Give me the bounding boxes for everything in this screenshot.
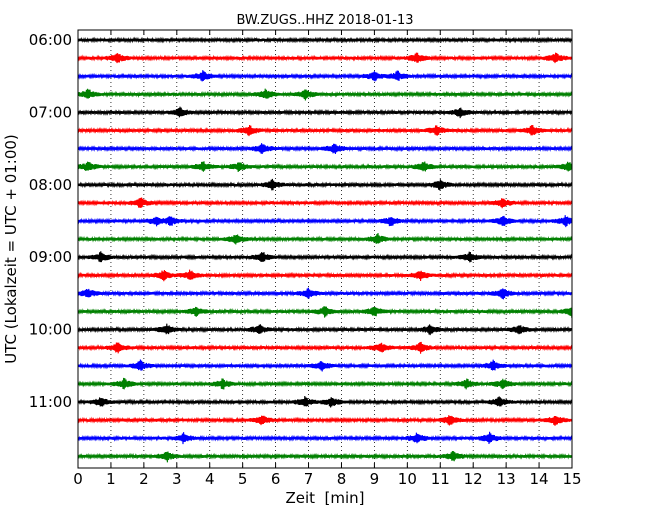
y-tick-label: 08:00 bbox=[29, 176, 72, 194]
seismogram-trace-1045 bbox=[77, 377, 573, 390]
plot-frame bbox=[77, 29, 573, 469]
seismogram-trace-0730 bbox=[77, 143, 573, 155]
x-tick-label: 15 bbox=[562, 470, 581, 488]
seismogram-trace-1100 bbox=[77, 395, 573, 408]
seismogram-trace-0630 bbox=[77, 70, 573, 82]
y-axis: 06:00 07:00 08:00 09:00 10:00 11:00 bbox=[29, 31, 572, 411]
x-tick-label: 12 bbox=[464, 470, 483, 488]
seismogram-trace-0930 bbox=[77, 287, 573, 300]
seismogram-trace-0900 bbox=[77, 251, 573, 263]
y-tick-label: 07:00 bbox=[29, 103, 72, 121]
chart-title: BW.ZUGS..HHZ 2018-01-13 bbox=[236, 13, 413, 28]
seismogram-traces bbox=[77, 36, 573, 463]
x-tick-label: 13 bbox=[497, 470, 516, 488]
seismogram-trace-1130 bbox=[77, 431, 573, 445]
seismogram-trace-0615 bbox=[77, 52, 573, 64]
seismogram-trace-1115 bbox=[77, 415, 573, 426]
seismogram-trace-1145 bbox=[77, 450, 573, 463]
x-tick-label: 9 bbox=[370, 470, 380, 488]
x-tick-label: 11 bbox=[431, 470, 450, 488]
x-tick-label: 10 bbox=[398, 470, 417, 488]
y-tick-label: 06:00 bbox=[29, 31, 72, 49]
seismogram-trace-1015 bbox=[77, 341, 573, 354]
seismogram-trace-1030 bbox=[77, 359, 573, 372]
x-tick-label: 2 bbox=[139, 470, 149, 488]
x-tick-label: 3 bbox=[172, 470, 182, 488]
seismogram-trace-0815 bbox=[77, 197, 573, 209]
seismogram-trace-0845 bbox=[77, 232, 573, 245]
seismogram-trace-0800 bbox=[77, 178, 573, 191]
x-tick-label: 4 bbox=[205, 470, 215, 488]
seismogram-trace-0600 bbox=[77, 36, 573, 44]
seismogram-trace-0700 bbox=[77, 106, 573, 119]
seismogram-trace-0915 bbox=[77, 269, 573, 282]
seismogram-trace-0945 bbox=[77, 306, 573, 318]
y-tick-label: 09:00 bbox=[29, 248, 72, 266]
x-tick-label: 7 bbox=[304, 470, 314, 488]
y-tick-label: 10:00 bbox=[29, 321, 72, 339]
y-tick-label: 11:00 bbox=[29, 393, 72, 411]
x-tick-label: 6 bbox=[271, 470, 281, 488]
x-axis: 0 1 2 3 4 5 6 7 8 9 10 11 12 13 14 15 bbox=[73, 30, 582, 488]
x-tick-label: 8 bbox=[337, 470, 347, 488]
seismogram-trace-1000 bbox=[77, 323, 573, 336]
seismogram-trace-0715 bbox=[77, 124, 573, 137]
seismogram-trace-0830 bbox=[77, 215, 573, 228]
x-tick-label: 5 bbox=[238, 470, 248, 488]
seismogram-trace-0745 bbox=[77, 161, 573, 173]
seismogram-trace-0645 bbox=[77, 88, 573, 101]
x-tick-label: 1 bbox=[106, 470, 116, 488]
x-axis-label: Zeit [min] bbox=[285, 489, 364, 507]
x-tick-label: 0 bbox=[73, 470, 83, 488]
y-axis-label: UTC (Lokalzeit = UTC + 01:00) bbox=[2, 134, 20, 364]
x-tick-label: 14 bbox=[530, 470, 549, 488]
